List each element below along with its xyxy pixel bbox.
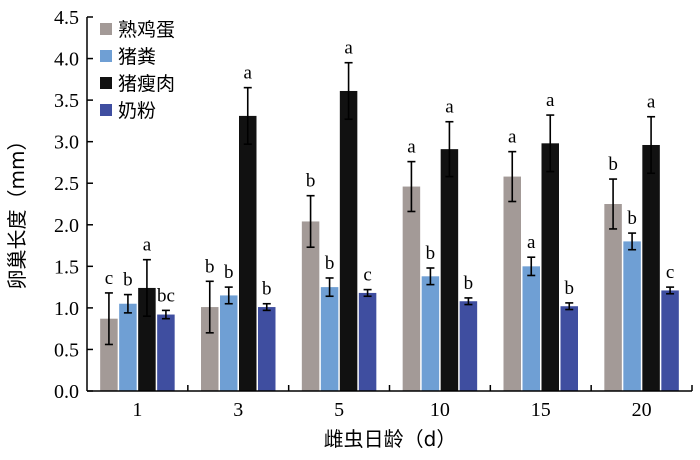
significance-label: c [363, 265, 371, 286]
x-tick-label: 1 [132, 399, 142, 421]
x-axis-title: 雌虫日龄（d） [324, 427, 457, 451]
bar [201, 307, 219, 391]
y-tick-label: 1.0 [54, 298, 79, 320]
legend-swatch [100, 50, 112, 62]
x-tick-label: 20 [632, 399, 652, 421]
significance-label: b [464, 273, 474, 294]
y-axis-title: 卵巢长度（mm） [5, 131, 29, 290]
bar [459, 301, 478, 391]
y-tick-label: 1.5 [54, 256, 79, 278]
bar [339, 90, 358, 392]
legend-label: 猪瘦肉 [118, 73, 175, 95]
bar [623, 241, 641, 391]
significance-label: a [508, 127, 517, 148]
y-tick-label: 3.0 [54, 132, 79, 154]
significance-label: a [344, 38, 353, 59]
legend-swatch [100, 104, 112, 116]
significance-label: b [224, 262, 234, 283]
x-tick-label: 15 [531, 399, 551, 421]
bar [560, 306, 578, 391]
y-tick-label: 2.0 [54, 215, 79, 237]
significance-label: b [205, 256, 215, 277]
significance-label: c [666, 262, 674, 283]
y-tick-label: 4.0 [54, 49, 79, 71]
significance-label: b [627, 208, 637, 229]
bar [100, 318, 118, 391]
bar [402, 186, 421, 391]
legend-label: 猪粪 [118, 46, 156, 68]
significance-label: b [426, 243, 436, 264]
y-tick-label: 4.5 [54, 7, 79, 29]
significance-label: b [123, 270, 133, 291]
y-tick-label: 0.5 [54, 339, 79, 361]
axes-layer: 0.0 0.5 1.0 1.5 2.0 2.5 3.0 3.5 4.0 4.5 1 3 5 10 15 20 [54, 7, 693, 421]
significance-label: c [105, 268, 113, 289]
bar [358, 292, 377, 391]
y-tick-label: 2.5 [54, 173, 79, 195]
bar [258, 307, 276, 391]
significance-label: a [546, 90, 555, 111]
legend-label: 奶粉 [118, 100, 156, 122]
bar [320, 287, 339, 391]
bar [541, 143, 559, 391]
bar [119, 303, 137, 391]
legend-label: 熟鸡蛋 [118, 19, 175, 41]
significance-label: b [608, 154, 618, 175]
x-tick-label: 10 [430, 399, 450, 421]
bar [301, 221, 320, 391]
significance-label: bc [157, 285, 175, 306]
legend-swatch [100, 77, 112, 89]
bar [157, 314, 175, 391]
legend-swatch [100, 23, 112, 35]
significance-label: b [565, 278, 575, 299]
significance-label: a [527, 232, 536, 253]
bar [503, 176, 521, 391]
x-tick-label: 5 [334, 399, 344, 421]
significance-label: a [445, 97, 454, 118]
bar [642, 144, 660, 391]
bar [220, 295, 238, 391]
significance-label: a [647, 92, 656, 113]
significance-label: a [407, 137, 416, 158]
bar [604, 204, 622, 391]
y-tick-label: 0.0 [54, 381, 79, 403]
significance-label: a [143, 235, 152, 256]
significance-label: b [306, 171, 316, 192]
significance-label: a [244, 63, 253, 84]
bar [239, 115, 257, 391]
bar [421, 276, 440, 391]
significance-label: b [262, 279, 272, 300]
bar [661, 290, 679, 391]
bar [440, 149, 459, 391]
y-tick-label: 3.5 [54, 90, 79, 112]
significance-label: b [325, 253, 335, 274]
bar [138, 287, 156, 391]
bar [522, 266, 540, 391]
x-tick-label: 3 [233, 399, 243, 421]
